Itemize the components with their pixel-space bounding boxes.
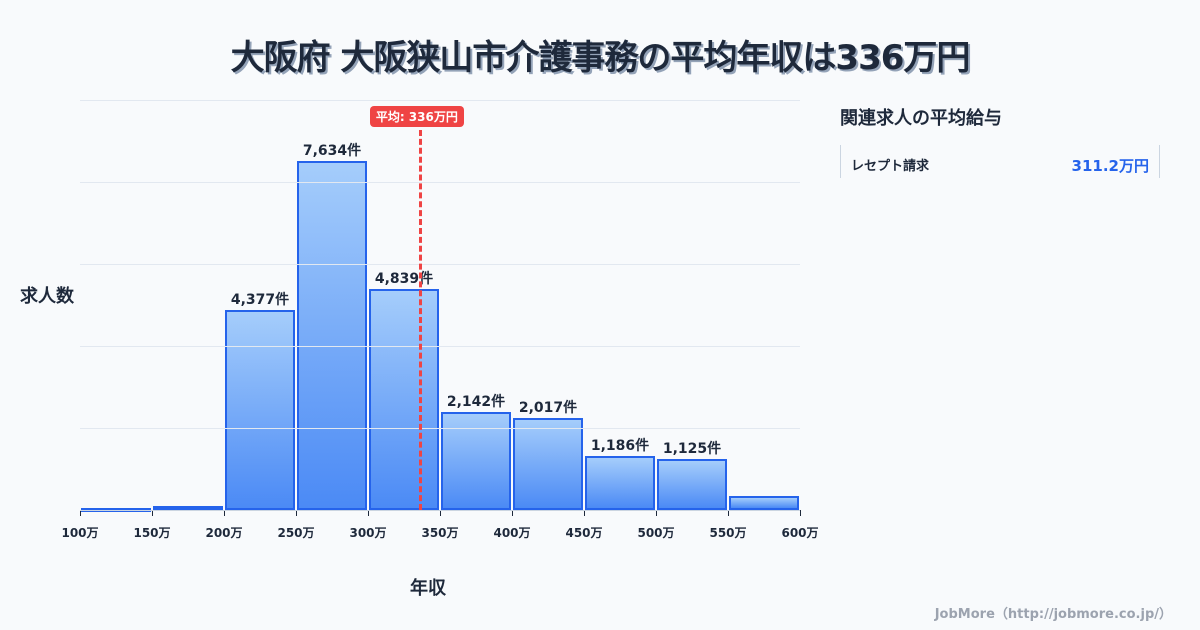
gridline bbox=[80, 182, 800, 183]
average-badge: 平均: 336万円 bbox=[369, 106, 464, 127]
related-salary-title: 関連求人の平均給与 bbox=[840, 108, 1002, 129]
x-tick-label: 450万 bbox=[565, 526, 603, 540]
histogram-bar[interactable] bbox=[153, 505, 223, 510]
x-tick bbox=[296, 510, 297, 516]
footer-credit: JobMore（http://jobmore.co.jp/） bbox=[934, 607, 1172, 622]
x-tick-label: 550万 bbox=[709, 526, 747, 540]
histogram-bar[interactable] bbox=[729, 496, 799, 510]
related-job-item[interactable]: レセプト請求 311.2万円 bbox=[840, 145, 1160, 178]
x-tick bbox=[512, 510, 513, 516]
bar-value-label: 2,017件 bbox=[518, 399, 578, 416]
bar-value-label: 4,839件 bbox=[374, 270, 434, 287]
bar-value-label: 7,634件 bbox=[302, 143, 362, 160]
page-title: 大阪府 大阪狭山市介護事務の平均年収は336万円 bbox=[230, 38, 971, 78]
x-tick-label: 500万 bbox=[637, 526, 675, 540]
x-tick bbox=[728, 510, 729, 516]
x-tick bbox=[80, 510, 81, 516]
x-tick-label: 100万 bbox=[61, 526, 99, 540]
bar-value-label: 2,142件 bbox=[446, 394, 506, 411]
x-tick-label: 200万 bbox=[205, 526, 243, 540]
x-tick bbox=[440, 510, 441, 516]
x-tick bbox=[800, 510, 801, 516]
x-tick-label: 300万 bbox=[349, 526, 387, 540]
x-tick bbox=[152, 510, 153, 516]
bar-value-label: 4,377件 bbox=[230, 291, 290, 308]
histogram-bar[interactable] bbox=[297, 161, 367, 510]
gridline bbox=[80, 264, 800, 265]
y-axis-label: 求人数 bbox=[20, 286, 74, 307]
histogram-bar[interactable] bbox=[513, 417, 583, 510]
average-line bbox=[418, 130, 422, 510]
x-tick-label: 250万 bbox=[277, 526, 315, 540]
related-job-name: レセプト請求 bbox=[851, 159, 930, 174]
histogram-bar[interactable] bbox=[657, 458, 727, 510]
histogram-bar[interactable] bbox=[369, 288, 439, 510]
histogram-bar[interactable] bbox=[225, 309, 295, 510]
x-tick bbox=[656, 510, 657, 516]
x-axis-label: 年収 bbox=[410, 578, 446, 599]
x-tick bbox=[368, 510, 369, 516]
histogram-bar[interactable] bbox=[585, 455, 655, 510]
histogram-chart: 600万 550万 500万 450万 400万 350万 300万 250万 200万 150万… bbox=[20, 100, 819, 599]
x-tick-label: 400万 bbox=[493, 526, 531, 540]
x-tick-label: 600万 bbox=[781, 526, 819, 540]
gridline bbox=[80, 100, 800, 101]
bar-value-label: 1,125件 bbox=[662, 440, 722, 457]
bar-value-label: 1,186件 bbox=[590, 437, 650, 454]
x-tick bbox=[584, 510, 585, 516]
x-tick bbox=[224, 510, 225, 516]
gridline bbox=[80, 346, 800, 347]
histogram-bar[interactable] bbox=[441, 412, 511, 510]
x-tick-label: 150万 bbox=[133, 526, 171, 540]
x-tick-label: 350万 bbox=[421, 526, 459, 540]
gridline bbox=[80, 428, 800, 429]
related-job-salary: 311.2万円 bbox=[1071, 157, 1149, 175]
x-axis-line bbox=[80, 510, 800, 511]
